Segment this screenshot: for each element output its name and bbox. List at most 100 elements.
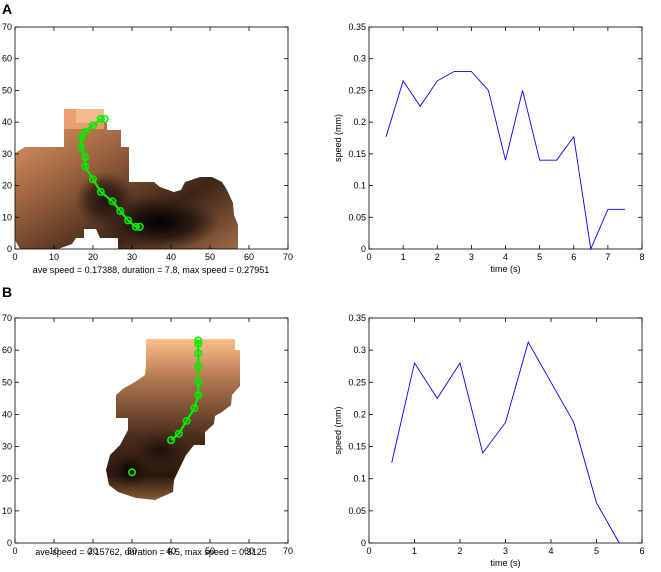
y-tick-label: 0.25: [348, 85, 366, 95]
track-a: [77, 114, 144, 231]
track-point: [77, 143, 86, 152]
x-tick-label: 4: [503, 252, 508, 262]
track-point: [131, 222, 140, 231]
x-tick-label: 1: [401, 252, 406, 262]
track-point: [116, 206, 125, 215]
x-tick-label: 20: [88, 546, 98, 556]
y-tick-label: 0.2: [353, 409, 366, 419]
track-point: [81, 127, 90, 136]
y-tick-label: 0: [7, 244, 12, 254]
y-tick-label: 0.1: [353, 474, 366, 484]
heatmap-a: [15, 109, 238, 250]
x-tick-label: 2: [435, 252, 440, 262]
y-tick-label: 0.25: [348, 377, 366, 387]
x-tick-label: 40: [166, 546, 176, 556]
y-tick-label: 0: [361, 244, 366, 254]
panel-label-a: A: [2, 1, 12, 17]
track-point: [194, 336, 203, 345]
y-tick-label: 40: [2, 409, 12, 419]
track-point: [194, 349, 203, 358]
x-tick-label: 10: [49, 546, 59, 556]
y-tick-label: 0.3: [353, 54, 366, 64]
x-tick-label: 8: [639, 252, 644, 262]
x-tick-label: 7: [605, 252, 610, 262]
x-tick-label: 70: [283, 252, 293, 262]
x-tick-label: 70: [283, 546, 293, 556]
y-tick-label: 0.35: [348, 22, 366, 32]
track-point: [182, 416, 191, 425]
x-tick-label: 60: [244, 252, 254, 262]
x-tick-label: 50: [205, 252, 215, 262]
axes-heatmap-a: 0 10 20 30 40 50 60 70 0 10 20 30 40 50 60 70: [2, 22, 293, 262]
track-b: [128, 336, 203, 477]
track-point: [96, 114, 105, 123]
track-point: [190, 403, 199, 412]
y-axis-label: speed (mm): [333, 114, 343, 162]
x-tick-label: 4: [548, 546, 553, 556]
x-tick-label: 0: [12, 546, 17, 556]
y-tick-label: 10: [2, 212, 12, 222]
speed-series-line: [385, 70, 625, 251]
x-tick-label: 0: [12, 252, 17, 262]
x-tick-label: 10: [49, 252, 59, 262]
track-point: [194, 362, 203, 371]
y-tick-label: 30: [2, 149, 12, 159]
track-point: [89, 175, 98, 184]
y-tick-label: 10: [2, 506, 12, 516]
y-tick-label: 0: [361, 538, 366, 548]
track-line: [170, 340, 200, 441]
track-point: [124, 216, 133, 225]
y-tick-label: 0: [7, 538, 12, 548]
x-tick-label: 0: [366, 546, 371, 556]
track-point: [174, 429, 183, 438]
track-point: [167, 436, 176, 445]
x-tick-label: 5: [594, 546, 599, 556]
y-tick-label: 0.05: [348, 506, 366, 516]
x-tick-label: 5: [537, 252, 542, 262]
y-tick-label: 70: [2, 313, 12, 323]
y-tick-label: 30: [2, 442, 12, 452]
track-point: [108, 197, 117, 206]
track-point: [77, 134, 86, 143]
axes-frame: [14, 26, 289, 250]
axes-speed-a: 0 1 2 3 4 5 6 7 8 0 0.05 0.1 0.15 0.2 0.25 0.3 0.35 time …: [333, 22, 645, 274]
y-tick-label: 70: [2, 22, 12, 32]
heatmap-b-dark-mid: [130, 430, 190, 470]
x-tick-label: 20: [88, 252, 98, 262]
y-tick-label: 50: [2, 377, 12, 387]
y-tick-label: 20: [2, 181, 12, 191]
panel-label-b: B: [2, 284, 12, 300]
x-tick-label: 2: [457, 546, 462, 556]
x-tick-label: 6: [639, 546, 644, 556]
y-tick-label: 50: [2, 85, 12, 95]
y-tick-label: 60: [2, 345, 12, 355]
y-tick-label: 0.3: [353, 345, 366, 355]
y-tick-label: 0.1: [353, 181, 366, 191]
track-point: [194, 391, 203, 400]
x-tick-label: 3: [469, 252, 474, 262]
heatmap-b: [106, 339, 240, 500]
speed-series-line: [391, 340, 620, 544]
track-point: [89, 121, 98, 130]
y-tick-label: 0.2: [353, 117, 366, 127]
caption-b: ave speed = 0.15762, duration = 6.5, max…: [35, 547, 266, 557]
track-point: [100, 114, 109, 123]
x-tick-label: 30: [127, 252, 137, 262]
y-tick-label: 60: [2, 54, 12, 64]
y-tick-label: 0.15: [348, 442, 366, 452]
y-tick-label: 40: [2, 117, 12, 127]
track-point: [81, 162, 90, 171]
track-start-point: [128, 468, 137, 477]
y-tick-label: 0.15: [348, 149, 366, 159]
x-tick-label: 0: [366, 252, 371, 262]
axes-frame: [368, 317, 643, 544]
x-tick-label: 50: [205, 546, 215, 556]
x-tick-label: 3: [503, 546, 508, 556]
x-tick-label: 6: [571, 252, 576, 262]
axes-frame: [14, 317, 289, 544]
track-point: [96, 187, 105, 196]
axes-frame: [368, 26, 643, 250]
track-point: [194, 378, 203, 387]
track-point: [135, 222, 144, 231]
caption-a: ave speed = 0.17388, duration = 7.8, max…: [33, 265, 269, 275]
